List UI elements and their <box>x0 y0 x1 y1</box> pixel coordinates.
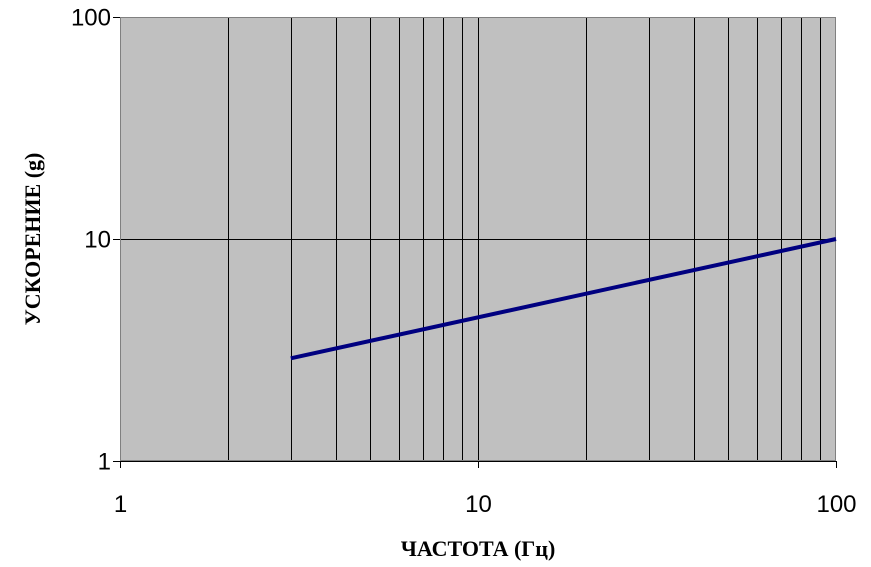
x-tick-label: 100 <box>816 491 856 518</box>
series-line <box>290 237 837 361</box>
grid <box>120 17 836 462</box>
y-tick-label: 10 <box>84 227 111 254</box>
x-tick-label: 1 <box>114 491 127 518</box>
x-tick-label: 10 <box>465 491 492 518</box>
y-tick-label: 1 <box>98 449 111 476</box>
y-tick-label: 100 <box>71 5 111 32</box>
series <box>290 237 837 361</box>
x-axis-title: ЧАСТОТА (Гц) <box>401 536 556 561</box>
y-axis-title: УСКОРЕНИЕ (g) <box>20 153 45 326</box>
axis-ticks: 1 10 100 1 10 100 <box>71 5 857 519</box>
